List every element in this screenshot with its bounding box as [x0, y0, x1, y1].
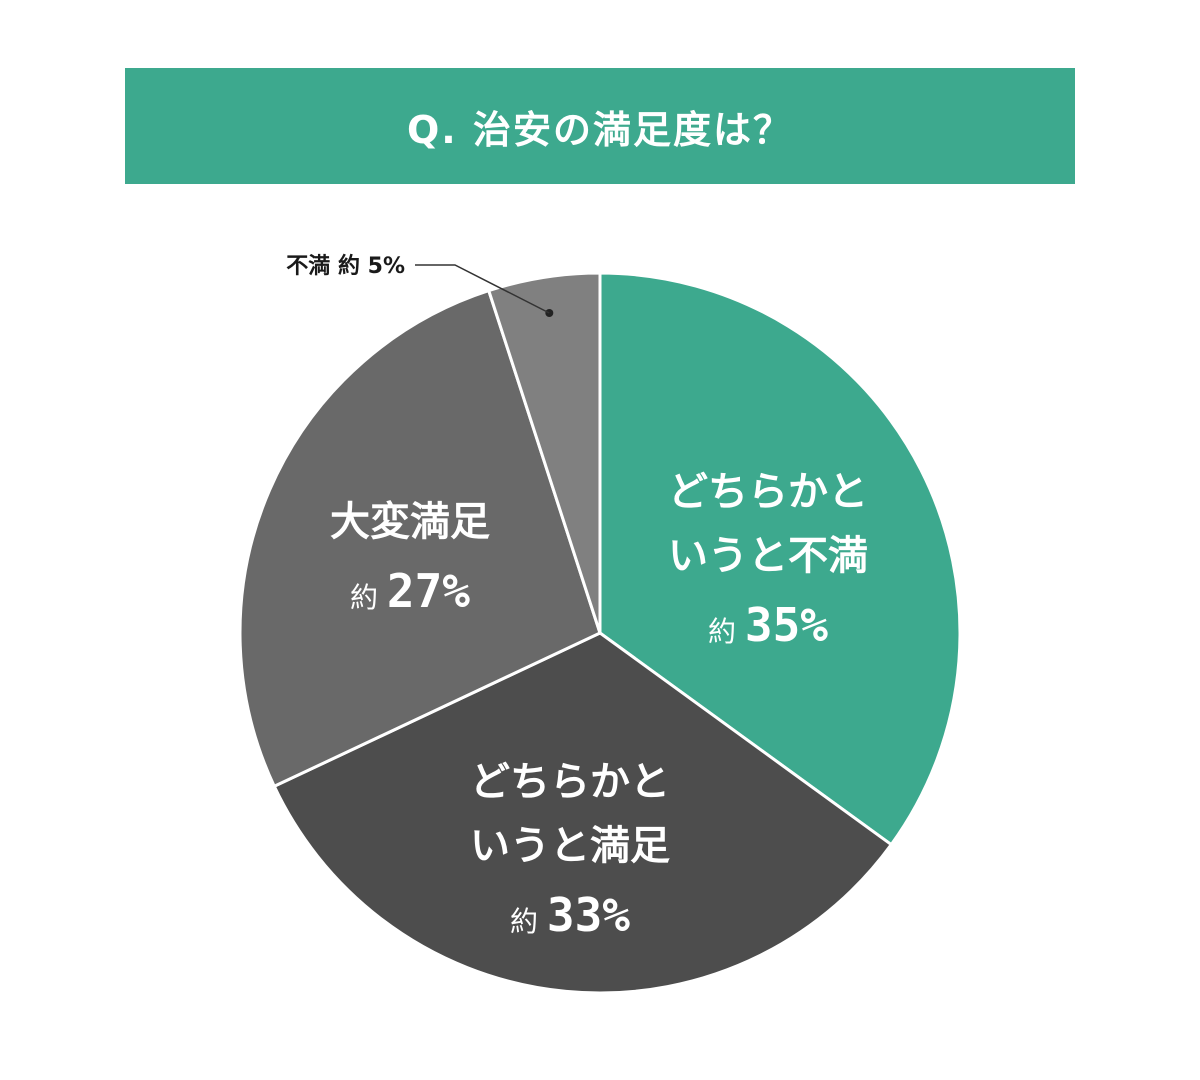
slice-value-2: 約 27%: [350, 564, 470, 618]
pie-slice-3: [487, 271, 602, 635]
pie-slice-2: [238, 289, 602, 788]
pie-slice-1: [272, 631, 893, 995]
slice-label-2: 大変満足: [330, 499, 490, 545]
slice-label-outside: 不満 約 5%: [286, 253, 405, 279]
slice-label-0: どちらかというと不満: [668, 469, 868, 579]
slice-value-1: 約 33%: [510, 888, 630, 942]
pie-slices: [238, 271, 962, 995]
chart-title: Q. 治安の満足度は？: [407, 107, 793, 152]
slice-value-0: 約 35%: [708, 598, 828, 652]
pie-slice-0: [598, 271, 962, 847]
slice-label-1: どちらかというと満足: [470, 759, 670, 869]
chart-title-banner: Q. 治安の満足度は？: [125, 68, 1075, 184]
callout-line: [415, 264, 550, 314]
